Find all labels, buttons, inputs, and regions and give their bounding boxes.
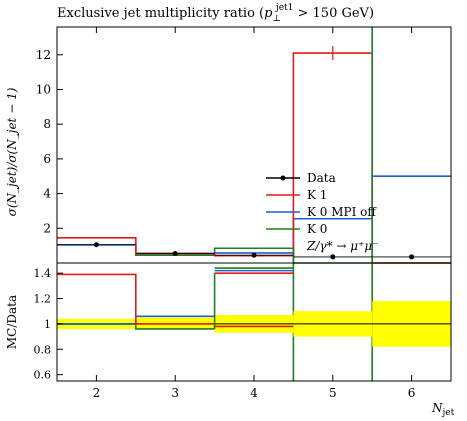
top-y-tick-label: 4	[43, 187, 51, 201]
legend-label: Data	[307, 171, 336, 185]
data-point	[330, 254, 336, 260]
x-tick-label: 5	[329, 386, 337, 400]
series-line-1	[57, 175, 451, 255]
legend: Data K 1 K 0 MPI off K 0 Z/γ* → μ⁺μ⁻	[266, 171, 379, 253]
data-point	[409, 254, 415, 260]
legend-label: K 0	[307, 222, 327, 236]
ratio-panel: 2 3 4 5 6 0.6 0.8 1 1.2 1.4	[34, 262, 452, 400]
x-tick-label: 4	[250, 386, 258, 400]
top-y-tick-label: 10	[36, 82, 51, 96]
bottom-y-tick-label: 1	[44, 318, 51, 331]
legend-label: Z/γ* → μ⁺μ⁻	[306, 239, 379, 253]
chart-title: Exclusive jet multiplicity ratio (p⊥jet1…	[57, 3, 374, 24]
data-point	[172, 250, 178, 256]
x-tick-label: 2	[93, 386, 101, 400]
top-y-tick-label: 12	[36, 48, 51, 62]
top-y-tick-label: 6	[43, 152, 51, 166]
main-panel: 2 4 6 8 10 12	[36, 26, 452, 381]
data-point	[251, 252, 257, 258]
legend-label: K 0 MPI off	[307, 205, 377, 219]
top-y-tick-label: 2	[43, 221, 51, 235]
legend-label: K 1	[307, 188, 327, 202]
bottom-y-axis-label: MC/Data	[5, 295, 19, 349]
bottom-y-tick-label: 0.6	[34, 369, 52, 382]
series-line-0	[57, 52, 451, 264]
x-axis-label: Njet	[431, 401, 455, 418]
x-tick-label: 6	[408, 386, 416, 400]
bottom-y-tick-label: 1.2	[34, 293, 52, 306]
legend-marker	[280, 175, 286, 181]
x-tick-label: 3	[171, 386, 179, 400]
ratio-line-0	[57, 273, 294, 328]
main-panel-frame	[56, 26, 452, 264]
bottom-y-tick-label: 0.8	[34, 343, 52, 356]
data-point	[93, 242, 99, 248]
bottom-y-tick-label: 1.4	[34, 267, 52, 280]
top-y-axis-label: σ(N_jet)/σ(N_jet − 1)	[5, 87, 19, 216]
top-y-tick-label: 8	[43, 117, 51, 131]
